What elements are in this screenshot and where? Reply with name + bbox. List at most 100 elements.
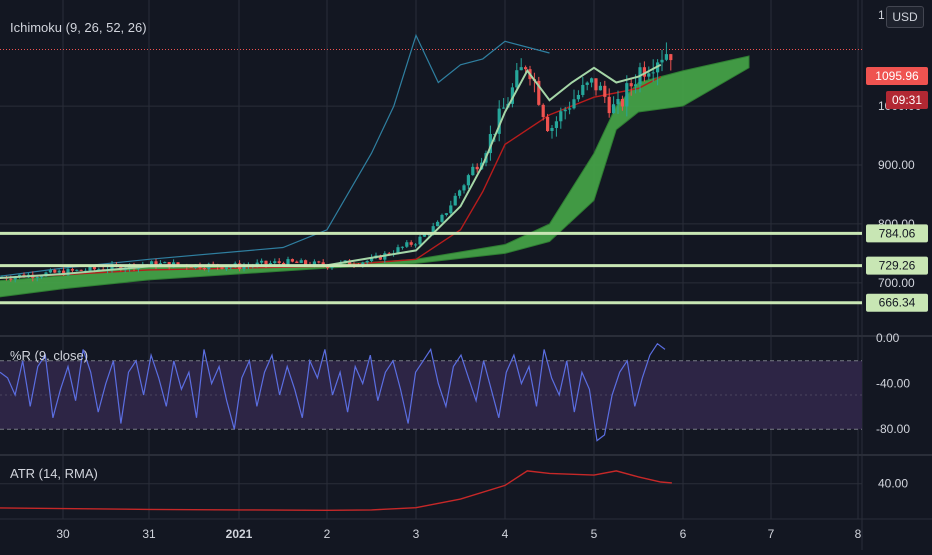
candle-body-up [88,266,92,271]
candle-body-up [260,260,264,263]
candle-body-up [581,84,585,95]
candle-body-up [519,67,523,71]
candle-body-up [554,121,558,128]
level-label: 666.34 [879,296,916,310]
x-tick-label: 7 [768,527,775,541]
candle-body-up [660,59,664,63]
x-tick-label: 2021 [226,527,253,541]
candle-body-down [603,85,607,97]
wr-y-tick-label: 0.00 [876,331,900,345]
candle-body-up [163,262,167,264]
candle-body-down [79,269,83,271]
candle-body-down [607,96,611,114]
ichimoku-title: Ichimoku (9, 26, 52, 26) [10,20,147,35]
candle-body-up [414,244,418,246]
candle-body-up [572,99,576,109]
currency-button[interactable]: USD [886,6,924,28]
candle-body-up [616,98,620,105]
lagging-span-line [0,33,550,277]
candle-body-down [277,261,281,263]
base-line [0,75,662,279]
candle-body-up [568,108,572,110]
candle-body-down [524,67,528,70]
candle-body-down [295,261,299,263]
candle-body-down [669,54,673,61]
wr-y-tick-label: -40.00 [876,377,910,391]
candle-body-up [444,213,448,215]
candle-body-up [396,247,400,254]
candle-body-up [66,269,70,276]
level-tag [866,293,928,312]
candle-body-up [312,261,316,266]
x-tick-label: 30 [56,527,70,541]
candle-body-up [453,195,457,206]
candle-body-up [273,261,277,264]
candle-body-down [189,266,193,268]
candle-body-up [405,242,409,247]
candle-body-down [53,269,57,273]
candle-body-up [488,134,492,154]
candle-body-up [664,54,668,60]
conversion-line [0,63,662,280]
candle-body-down [475,166,479,170]
candle-body-down [220,266,224,269]
candle-body-up [590,78,594,83]
candle-body-down [62,270,66,276]
x-tick-label: 2 [324,527,331,541]
x-tick-label: 3 [413,527,420,541]
candle-body-up [563,109,567,112]
candle-body-down [92,266,96,270]
level-label: 729.26 [879,259,916,273]
countdown-tag: 09:31 [886,91,928,109]
candle-body-down [642,67,646,77]
candle-body-down [264,260,268,265]
x-tick-label: 4 [502,527,509,541]
candle-body-up [286,259,290,266]
wr-line [0,342,666,442]
candle-body-up [365,260,369,263]
candle-body-up [268,263,272,265]
last-price-tag: 1095.96 [866,67,928,85]
y-tick-label: 700.00 [878,276,915,290]
candle-body-down [304,260,308,265]
candle-body-down [378,255,382,260]
candle-body-up [75,269,79,271]
level-label: 784.06 [879,226,916,240]
candle-body-down [317,261,321,263]
candle-body-up [330,266,334,269]
candle-body-down [202,268,206,270]
candle-body-up [559,111,563,122]
level-tag [866,224,928,243]
candle-body-down [348,260,352,265]
level-tag [866,256,928,275]
candle-body-down [119,265,123,271]
candle-body-up [651,72,655,74]
candle-body-up [40,276,44,278]
candle-body-up [515,70,519,88]
candle-body-up [370,257,374,261]
candle-body-up [48,269,52,273]
candle-body-up [502,107,506,109]
candle-body-down [409,242,413,245]
candle-body-up [224,267,228,269]
candle-body-up [598,85,602,91]
candle-body-up [585,82,589,85]
x-tick-label: 8 [855,527,862,541]
candle-body-up [422,234,426,237]
candle-body-up [431,226,435,234]
candle-body-down [537,80,541,105]
x-tick-label: 5 [591,527,598,541]
candle-body-down [594,78,598,91]
candle-body-up [150,261,154,265]
candle-body-up [466,175,470,186]
atr-y-tick-label: 40.00 [878,477,908,491]
atr-title: ATR (14, RMA) [10,466,98,481]
candle-body-up [97,269,101,271]
candle-body-up [510,87,514,104]
candle-body-up [612,104,616,114]
y-tick-label: 900.00 [878,158,915,172]
candle-body-up [35,277,39,279]
candle-body-up [471,166,475,176]
